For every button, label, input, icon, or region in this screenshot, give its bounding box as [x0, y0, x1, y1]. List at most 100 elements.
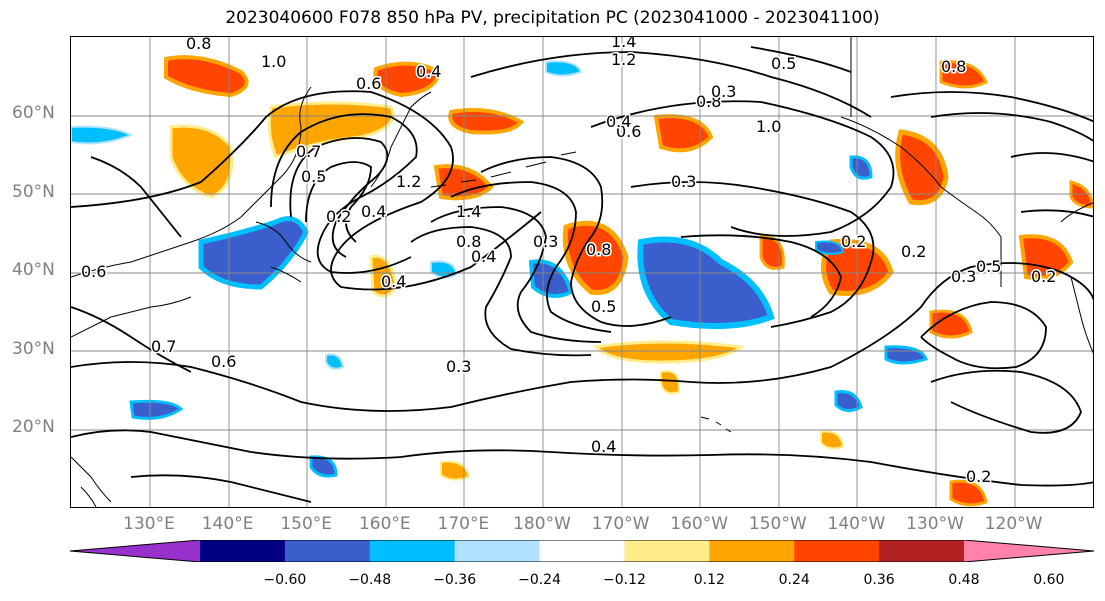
- pv-contour: [750, 46, 852, 73]
- latitude-label: 30°N: [12, 339, 55, 359]
- precip-blob: [592, 340, 745, 364]
- pv-contour: [71, 429, 1093, 487]
- longitude-label: 170°W: [591, 514, 650, 534]
- colorbar-svg: [69, 539, 1095, 563]
- precip-blob: [815, 240, 845, 255]
- precip-blob: [637, 236, 775, 329]
- contour-label: 0.5: [591, 297, 616, 316]
- pv-contour: [930, 112, 1093, 142]
- contour-label: 0.4: [606, 112, 631, 131]
- colorbar-tick-label: −0.24: [518, 572, 561, 588]
- pv-contour: [430, 206, 602, 343]
- precip-blob: [129, 399, 184, 420]
- contour-label: 0.7: [296, 142, 321, 161]
- contour-labels: 0.81.00.40.61.41.2 0.50.80.60.40.31.00.80…: [80, 37, 1058, 488]
- precip-blob: [895, 129, 949, 206]
- pv-contour: [930, 369, 1082, 434]
- pv-contour: [289, 137, 389, 258]
- pv-contour: [590, 100, 895, 237]
- colorbar-segment: [794, 540, 880, 562]
- contour-label: 0.8: [696, 92, 721, 111]
- precip-blob: [164, 55, 249, 98]
- precip-blob: [884, 345, 928, 365]
- contour-label: 0.6: [356, 74, 381, 93]
- contour-label: 0.3: [446, 357, 471, 376]
- contour-label: 0.5: [301, 167, 326, 186]
- aleutian-islands: [430, 151, 577, 188]
- precip-blob: [759, 235, 785, 270]
- precip-blob: [373, 61, 442, 98]
- pv-contour: [71, 262, 1093, 412]
- contour-label: 0.2: [1031, 267, 1056, 286]
- longitude-label: 140°W: [827, 514, 886, 534]
- contour-label: 1.0: [756, 117, 781, 136]
- longitude-label: 120°W: [984, 514, 1043, 534]
- philippines-coastline: [71, 456, 112, 507]
- precip-blob: [949, 479, 988, 507]
- colorbar-segment: [539, 540, 625, 562]
- contour-label: 0.2: [326, 207, 351, 226]
- pv-contour: [71, 306, 192, 373]
- contour-label: 0.6: [81, 262, 106, 281]
- colorbar: [69, 539, 1095, 566]
- contour-label: 0.8: [456, 232, 481, 251]
- colorbar-extend-max: [964, 540, 1094, 562]
- pv-contour: [410, 226, 592, 357]
- longitude-label: 160°E: [358, 514, 411, 534]
- contour-label: 0.2: [966, 467, 991, 486]
- contour-label: 0.4: [471, 247, 496, 266]
- longitude-label: 180°W: [513, 514, 571, 534]
- pv-contour: [71, 90, 542, 291]
- pv-contour: [630, 181, 875, 328]
- colorbar-segment: [624, 540, 710, 562]
- pv-contour: [920, 301, 1047, 370]
- colorbar-tick-label: 0.36: [863, 572, 895, 588]
- colorbar-extend-min: [70, 540, 200, 562]
- longitude-label: 150°W: [748, 514, 807, 534]
- contour-label: 1.2: [611, 50, 636, 69]
- pv-contours: [71, 46, 1093, 503]
- negative-precip-shading: [71, 60, 928, 478]
- contour-label: 0.5: [976, 257, 1001, 276]
- colorbar-segment: [200, 540, 286, 562]
- latitude-label: 20°N: [12, 417, 55, 437]
- longitude-label: 150°E: [280, 514, 333, 534]
- pv-contour: [480, 156, 672, 327]
- contour-label: 1.4: [611, 37, 636, 51]
- precip-blob: [562, 220, 629, 296]
- contour-label: 0.3: [711, 82, 736, 101]
- contour-label: 0.8: [586, 240, 611, 259]
- longitude-label: 130°E: [123, 514, 175, 534]
- colorbar-segment: [879, 540, 965, 562]
- colorbar-tick-label: −0.48: [348, 572, 392, 588]
- map-title: 2023040600 F078 850 hPa PV, precipitatio…: [225, 8, 880, 28]
- precip-blob: [198, 216, 309, 290]
- contour-label: 0.7: [151, 337, 176, 356]
- longitude-label: 130°W: [906, 514, 964, 534]
- north-america-coastline: [840, 116, 1093, 238]
- pv-contour: [305, 161, 372, 243]
- contour-label: 0.8: [186, 37, 211, 53]
- colorbar-tick-label: 0.24: [778, 572, 810, 588]
- precip-blob: [169, 124, 234, 199]
- precip-blob: [440, 460, 471, 481]
- pv-contour: [890, 91, 1093, 123]
- precip-blob: [448, 108, 524, 135]
- colorbar-tick-label: 0.60: [1033, 572, 1065, 588]
- pv-contour: [1010, 152, 1093, 163]
- map-panel: 0.8 1.0 0.4 0.6 1.4 1.2 0.5 0.8 0.6 0.4 0.3 1.0 0.8 0…: [70, 36, 1094, 508]
- precip-blob: [653, 114, 714, 153]
- contour-label: 0.3: [671, 172, 696, 191]
- precip-blob: [660, 370, 681, 395]
- precip-blob: [820, 430, 845, 450]
- colorbar-tick-label: −0.12: [602, 572, 646, 588]
- contour-label: 1.4: [456, 202, 481, 221]
- pv-contour: [270, 113, 418, 274]
- pv-contour: [680, 234, 842, 318]
- contour-label: 0.4: [361, 202, 386, 221]
- contour-label: 1.0: [261, 52, 286, 71]
- pv-contour: [90, 156, 182, 238]
- japan-coastline: [255, 221, 312, 283]
- colorbar-tick-label: 0.12: [693, 572, 725, 588]
- precip-blob: [309, 455, 338, 478]
